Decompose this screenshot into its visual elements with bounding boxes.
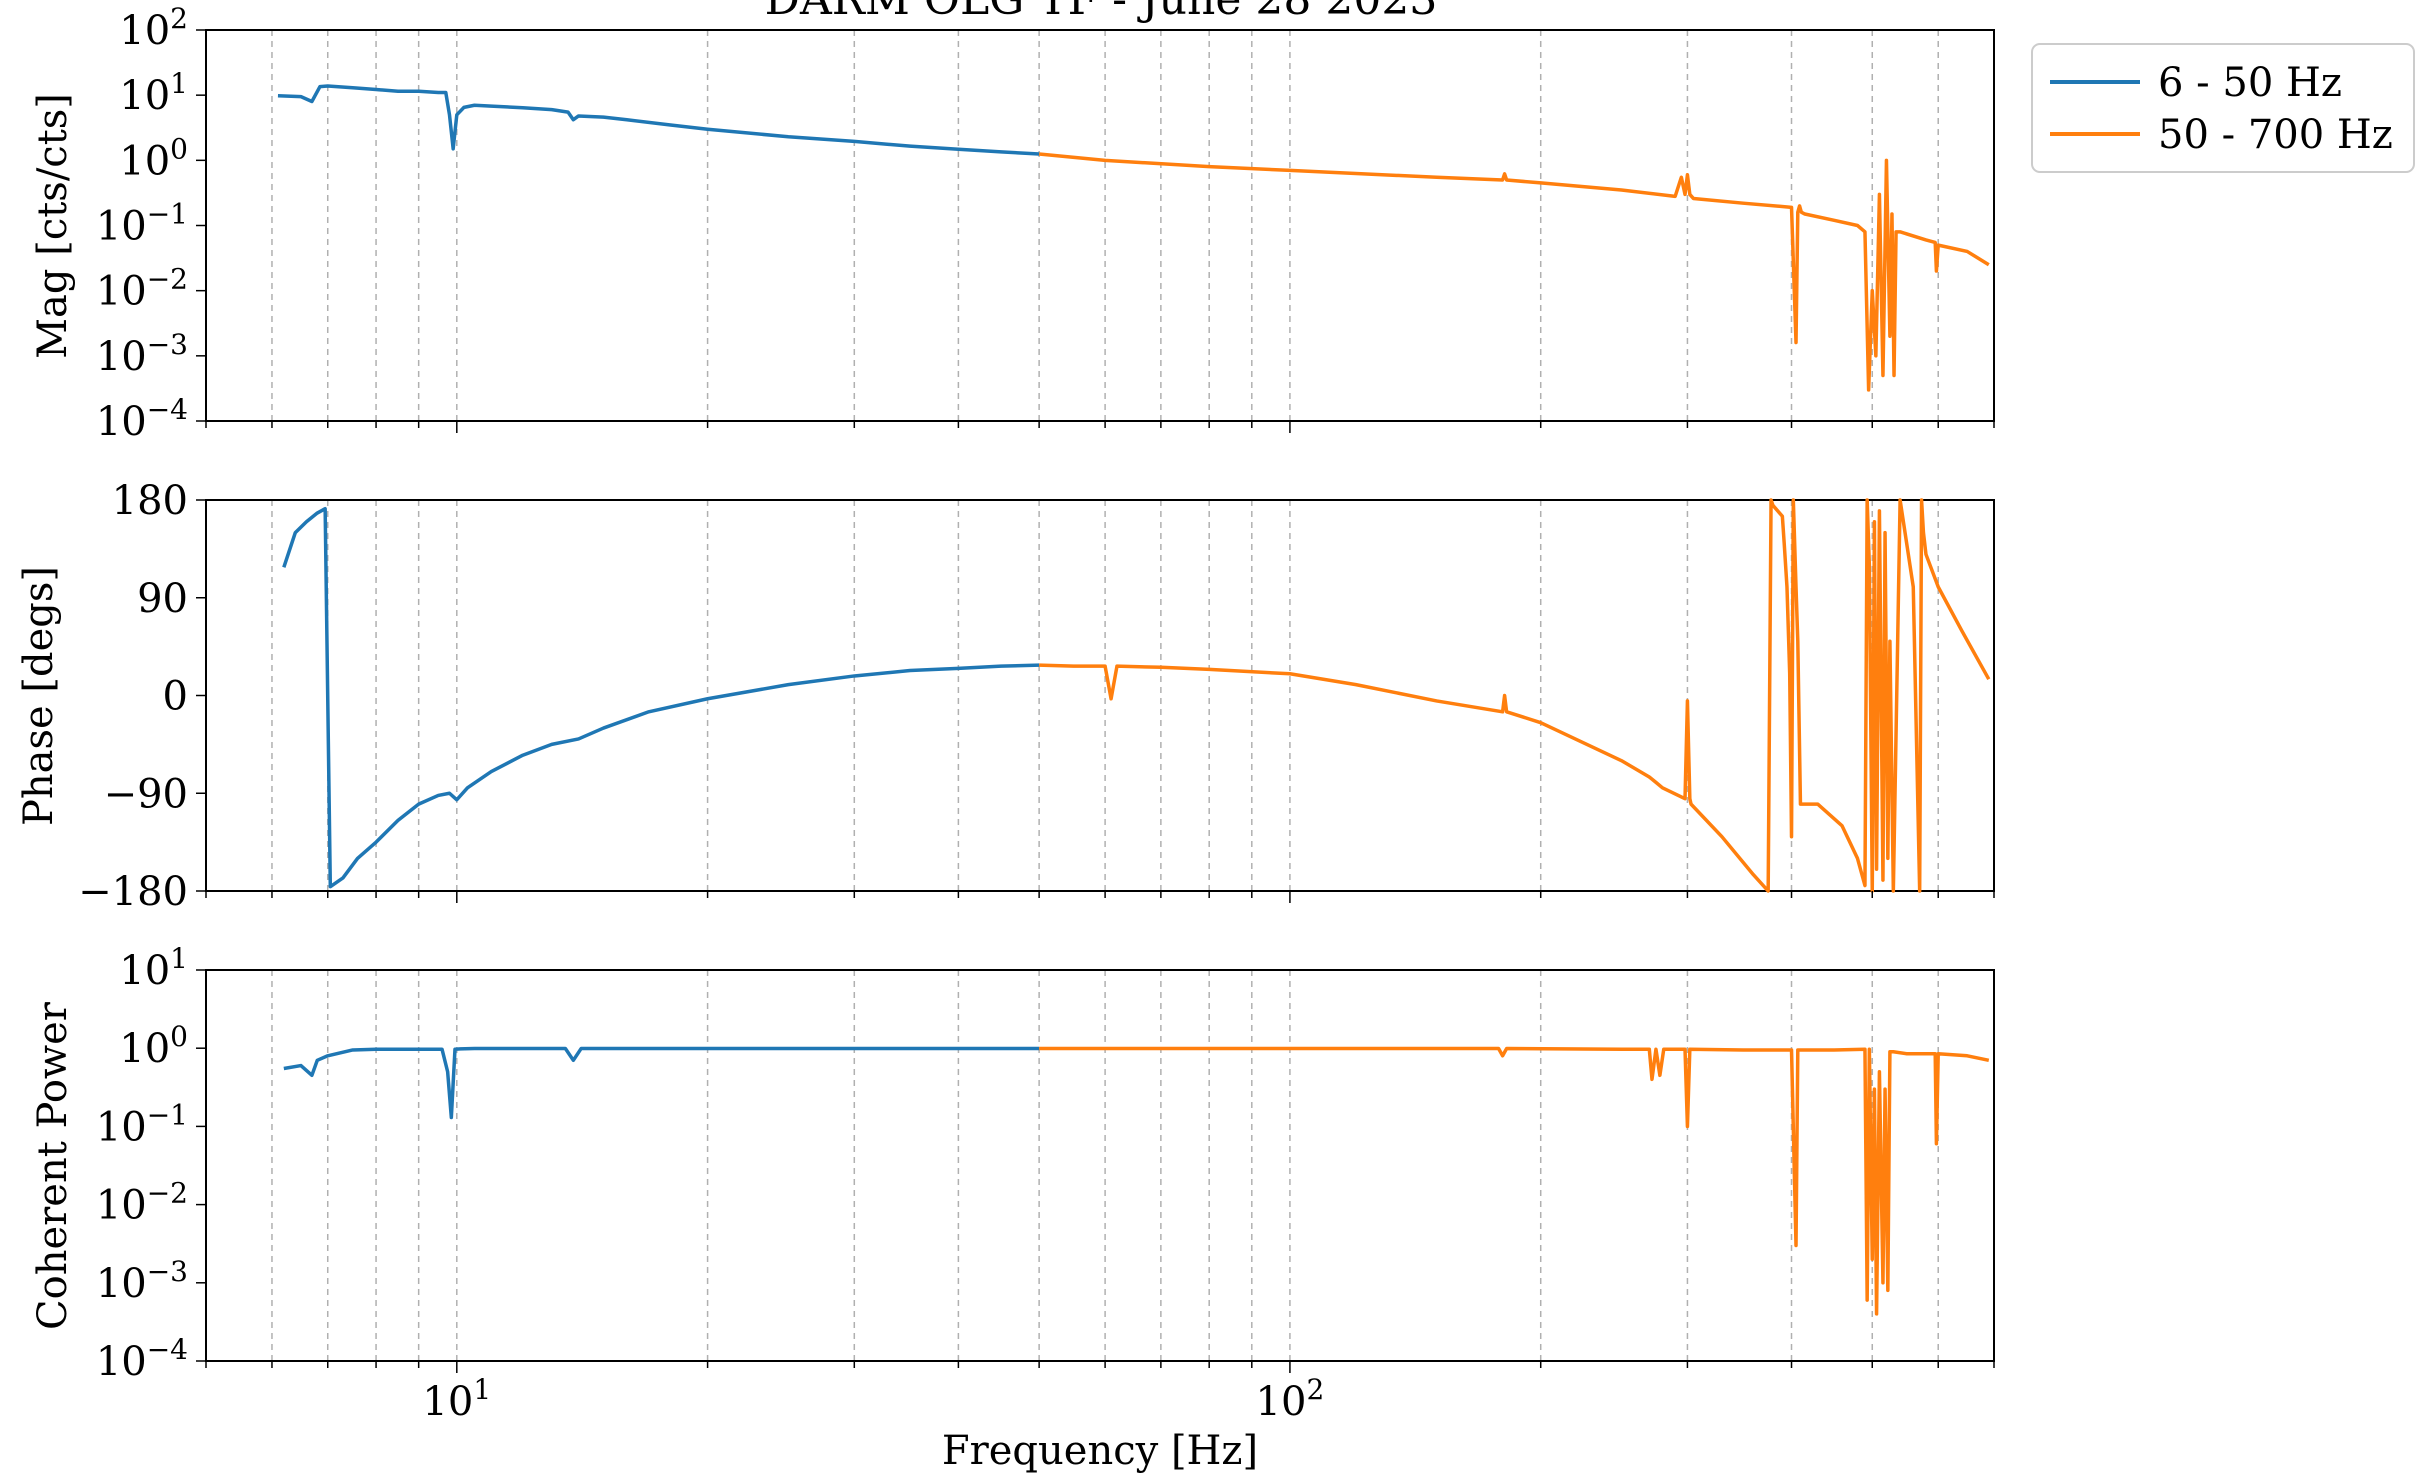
x-tick-label: 102: [1256, 1373, 1325, 1425]
magnitude-ylabel: Mag [cts/cts]: [30, 93, 76, 359]
x-axis-label: Frequency [Hz]: [942, 1428, 1258, 1474]
coherence-ytick-label: 10−4: [96, 1333, 188, 1385]
legend-label-low: 6 - 50 Hz: [2158, 60, 2342, 106]
magnitude-yticks: 102 101 100 10−1 10−2 10−3 10−4: [96, 2, 206, 445]
legend-box: [2031, 43, 2415, 173]
magnitude-ytick-label: 10−2: [96, 263, 188, 315]
magnitude-ytick-label: 100: [119, 132, 188, 184]
magnitude-ytick-label: 10−3: [96, 328, 188, 380]
phase-ylabel: Phase [degs]: [16, 566, 62, 826]
magnitude-grid: [205, 30, 1995, 421]
legend: 6 - 50 Hz 50 - 700 Hz: [2031, 43, 2415, 173]
phase-series-line-low: [282, 506, 1040, 889]
magnitude-series-lines: [277, 84, 1990, 392]
coherence-series-lines: [283, 1046, 1990, 1316]
coherence-series-line-low: [283, 1046, 1040, 1120]
phase-ytick-label: −180: [78, 869, 188, 915]
magnitude-ytick-label: 10−4: [96, 393, 188, 445]
magnitude-xticks: [205, 421, 1995, 433]
coherence-ylabel: Coherent Power: [30, 1001, 76, 1330]
magnitude-ytick-label: 10−1: [96, 198, 188, 250]
coherence-grid: [205, 970, 1995, 1361]
phase-ytick-label: 0: [163, 674, 188, 720]
coherence-ytick-label: 10−2: [96, 1177, 188, 1229]
phase-ytick-label: 180: [112, 478, 188, 524]
figure-title: DARM OLG TF - June 28 2023: [765, 0, 1438, 25]
coherence-ytick-label: 100: [119, 1020, 188, 1072]
phase-xticks: [205, 891, 1995, 903]
coherence-xticks: 101 102: [205, 1361, 1995, 1425]
panel-phase: 180 90 0 −90 −180 Phase [degs]: [16, 478, 1995, 915]
phase-series-line-high: [1039, 498, 1991, 893]
magnitude-axes-frame: [205, 29, 1995, 422]
coherence-axes-frame: [205, 969, 1995, 1362]
phase-ytick-label: 90: [137, 576, 188, 622]
magnitude-series-line-high: [1038, 152, 1990, 392]
magnitude-series-line-low: [277, 84, 1040, 156]
panel-coherence: 101 100 10−1 10−2 10−3 10−4 101 102 Coherent P…: [30, 942, 1995, 1474]
x-tick-label: 101: [422, 1373, 491, 1425]
coherence-series-line-high: [1039, 1046, 1990, 1316]
phase-grid: [205, 500, 1995, 891]
legend-label-high: 50 - 700 Hz: [2158, 112, 2393, 158]
coherence-ytick-label: 101: [119, 942, 188, 994]
phase-series-lines: [282, 498, 1991, 893]
phase-axes-frame: [205, 499, 1995, 892]
panel-magnitude: 102 101 100 10−1 10−2 10−3 10−4 Mag [cts/cts]: [30, 2, 1995, 445]
coherence-ytick-label: 10−3: [96, 1255, 188, 1307]
magnitude-ytick-label: 101: [119, 67, 188, 119]
phase-ytick-label: −90: [104, 771, 188, 817]
phase-yticks: 180 90 0 −90 −180: [78, 478, 206, 915]
magnitude-ytick-label: 102: [119, 2, 188, 54]
coherence-yticks: 101 100 10−1 10−2 10−3 10−4: [96, 942, 206, 1385]
coherence-ytick-label: 10−1: [96, 1098, 188, 1150]
